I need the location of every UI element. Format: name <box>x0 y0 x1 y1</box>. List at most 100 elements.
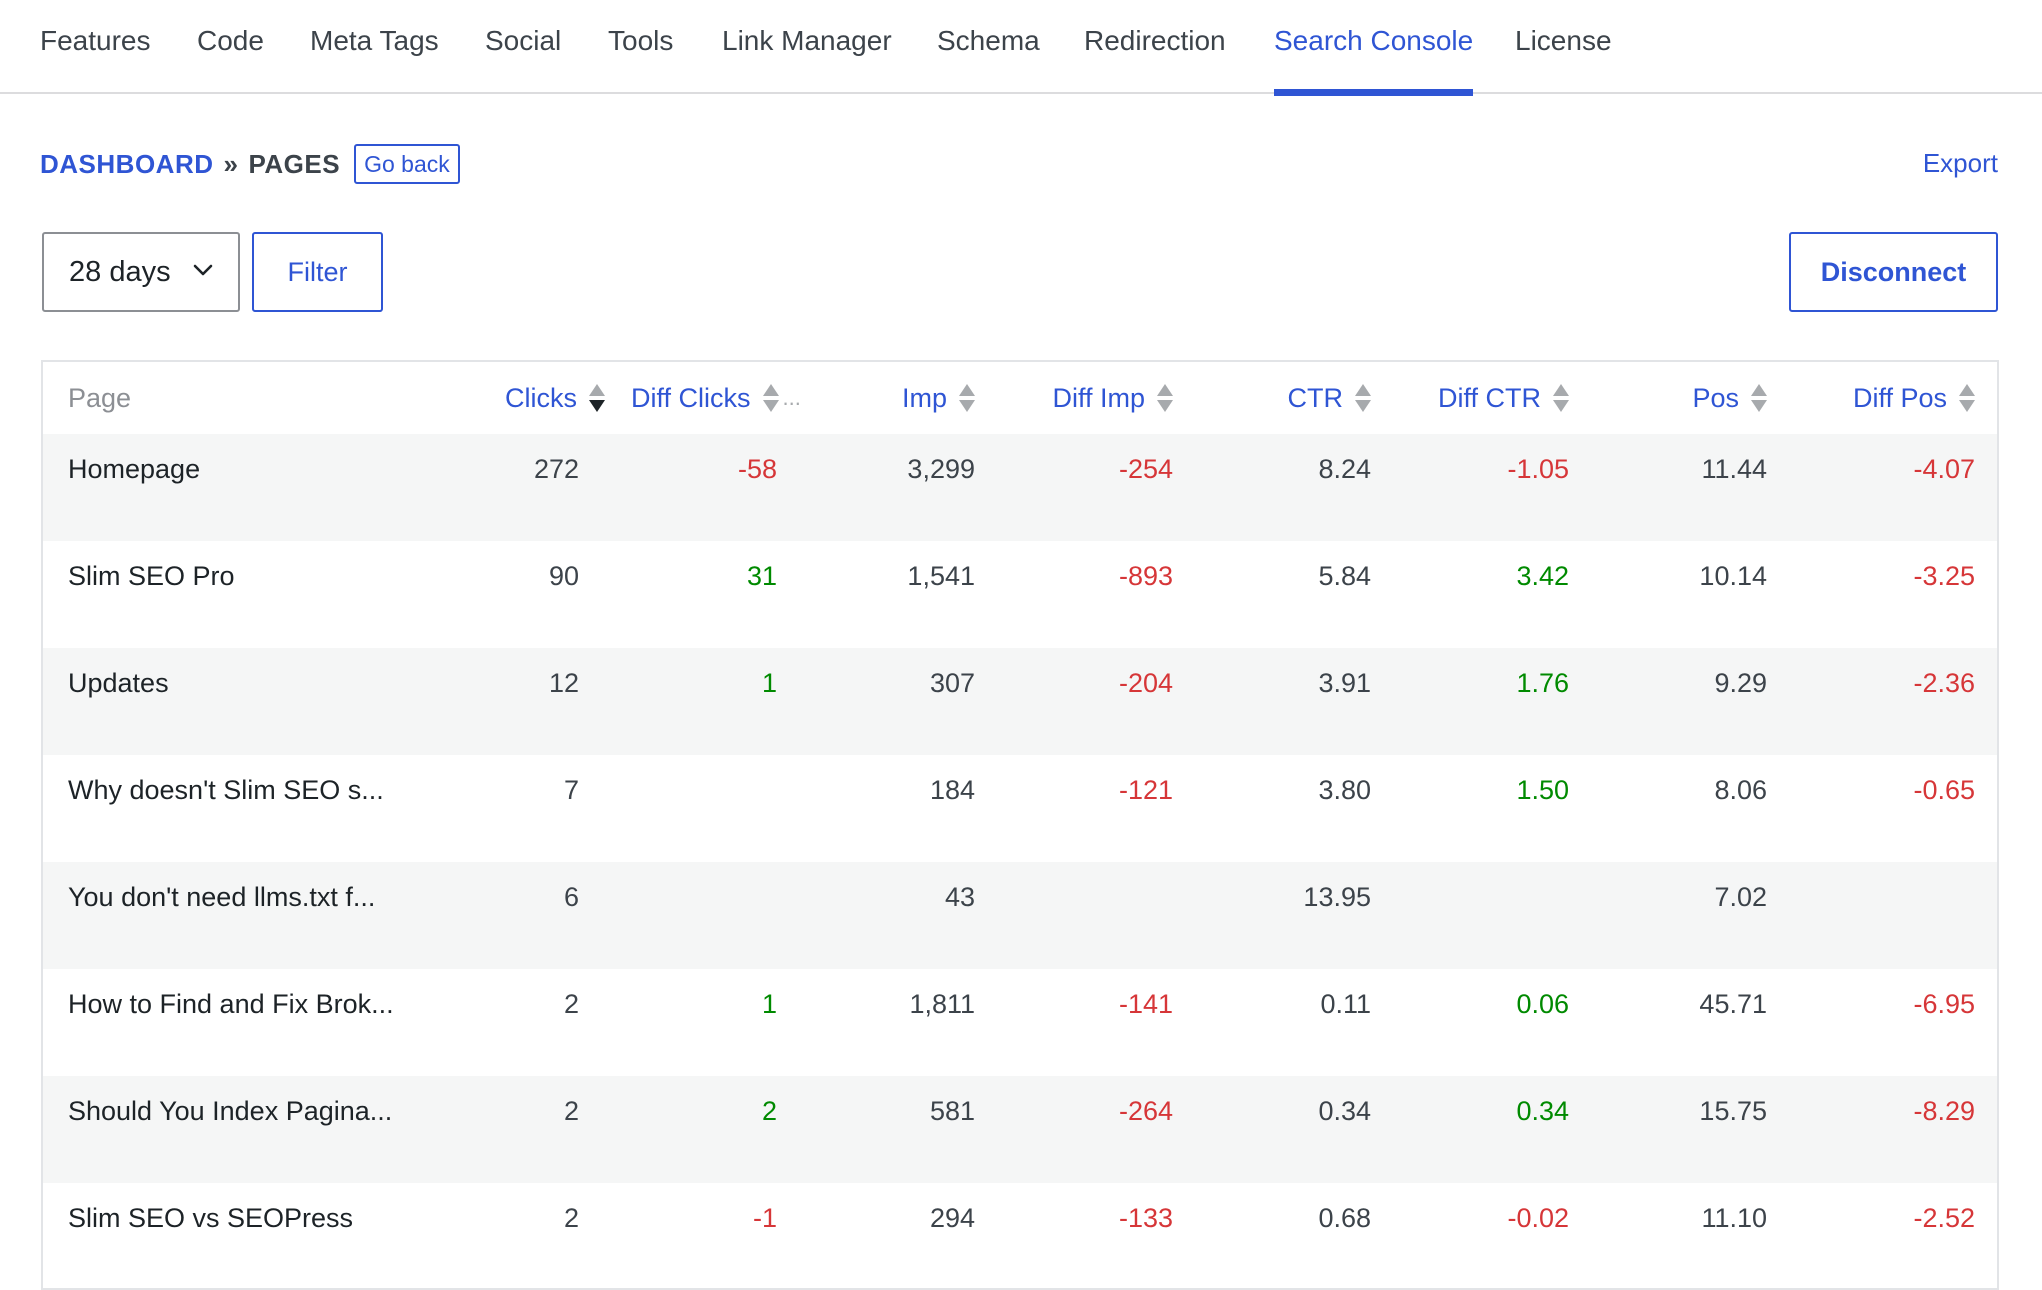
cell-ctr: 3.80 <box>1318 775 1371 805</box>
column-header-ctr[interactable]: CTR <box>1199 362 1397 434</box>
cell-diff-ctr: -0.02 <box>1507 1203 1569 1233</box>
chevron-down-icon <box>193 264 213 276</box>
cell-pos: 7.02 <box>1714 882 1767 912</box>
column-header-diff-imp-label: Diff Imp <box>1052 382 1145 413</box>
tab-meta-tags[interactable]: Meta Tags <box>310 25 439 56</box>
cell-page[interactable]: Slim SEO Pro <box>68 561 235 591</box>
cell-diff-ctr: 3.42 <box>1516 561 1569 591</box>
column-header-diff-ctr[interactable]: Diff CTR <box>1397 362 1595 434</box>
export-link[interactable]: Export <box>1922 148 1998 178</box>
cell-diff-ctr <box>1397 862 1595 969</box>
table-row: Updates 12 1 307 -204 3.91 1.76 9.29 -2.36 <box>43 648 1997 755</box>
cell-pos: 10.14 <box>1699 561 1767 591</box>
table-body: Homepage 272 -58 3,299 -254 8.24 -1.05 11.44 -4.… <box>43 434 1997 1288</box>
table-row: How to Find and Fix Brok... 2 1 1,811 -141 0.… <box>43 969 1997 1076</box>
tab-code[interactable]: Code <box>197 25 264 56</box>
column-header-imp[interactable]: Imp <box>803 362 1001 434</box>
cell-diff-imp: -893 <box>1118 561 1173 591</box>
column-header-clicks[interactable]: Clicks <box>373 362 605 434</box>
column-header-diff-imp[interactable]: Diff Imp <box>1001 362 1199 434</box>
date-range-select[interactable]: 28 days <box>42 232 240 312</box>
date-range-value: 28 days <box>69 255 171 288</box>
column-header-diff-pos[interactable]: Diff Pos <box>1793 362 1997 434</box>
cell-imp: 307 <box>929 668 975 698</box>
sort-icon <box>1355 382 1371 414</box>
table-row: Should You Index Pagina... 2 2 581 -264 0.34 0… <box>43 1076 1997 1183</box>
cell-clicks: 2 <box>563 1096 579 1126</box>
cell-diff-pos: -6.95 <box>1913 989 1975 1019</box>
cell-diff-pos: -8.29 <box>1913 1096 1975 1126</box>
cell-ctr: 0.34 <box>1318 1096 1371 1126</box>
cell-imp: 581 <box>929 1096 975 1126</box>
cell-diff-pos: -4.07 <box>1913 454 1975 484</box>
cell-imp: 184 <box>929 775 975 805</box>
cell-page[interactable]: Homepage <box>68 454 201 484</box>
sort-icon <box>589 382 605 414</box>
cell-ctr: 0.68 <box>1318 1203 1371 1233</box>
cell-clicks: 12 <box>548 668 579 698</box>
cell-diff-clicks: -58 <box>737 454 777 484</box>
tab-features[interactable]: Features <box>40 25 151 56</box>
cell-diff-clicks: 1 <box>761 989 777 1019</box>
cell-clicks: 272 <box>533 454 579 484</box>
tab-schema[interactable]: Schema <box>937 25 1040 56</box>
column-header-diff-clicks-label: Diff Clicks <box>631 382 751 413</box>
sort-icon <box>1553 382 1569 414</box>
cell-ctr: 8.24 <box>1318 454 1371 484</box>
cell-diff-imp <box>1001 862 1199 969</box>
disconnect-button[interactable]: Disconnect <box>1789 232 1998 312</box>
filter-button[interactable]: Filter <box>252 232 383 312</box>
cell-diff-ctr: 1.76 <box>1516 668 1569 698</box>
cell-diff-pos: -2.36 <box>1913 668 1975 698</box>
cell-diff-clicks: 2 <box>761 1096 777 1126</box>
tab-tools[interactable]: Tools <box>608 25 674 56</box>
cell-diff-clicks: -1 <box>752 1203 777 1233</box>
cell-pos: 45.71 <box>1699 989 1767 1019</box>
cell-page[interactable]: You don't need llms.txt f... <box>68 882 376 912</box>
table-row: Slim SEO Pro 90 31 1,541 -893 5.84 3.42 10.14 -3… <box>43 541 1997 648</box>
cell-page[interactable]: Slim SEO vs SEOPress <box>68 1203 354 1233</box>
tab-social[interactable]: Social <box>485 25 562 56</box>
column-header-imp-label: Imp <box>901 382 947 413</box>
breadcrumb-dashboard-link[interactable]: DASHBOARD <box>40 148 214 179</box>
cell-page[interactable]: How to Find and Fix Brok... <box>68 989 394 1019</box>
cell-diff-imp: -141 <box>1118 989 1173 1019</box>
tab-redirection[interactable]: Redirection <box>1084 25 1226 56</box>
tab-link-manager[interactable]: Link Manager <box>722 25 892 56</box>
column-header-truncation: ... <box>782 385 801 410</box>
column-header-diff-clicks[interactable]: Diff Clicks... <box>605 362 803 434</box>
cell-diff-pos: -2.52 <box>1913 1203 1975 1233</box>
tab-license[interactable]: License <box>1515 25 1612 56</box>
cell-pos: 9.29 <box>1714 668 1767 698</box>
table-row: Homepage 272 -58 3,299 -254 8.24 -1.05 11.44 -4.… <box>43 434 1997 541</box>
column-header-ctr-label: CTR <box>1287 382 1344 413</box>
cell-diff-pos: -3.25 <box>1913 561 1975 591</box>
cell-clicks: 6 <box>563 882 579 912</box>
breadcrumb-current-page: PAGES <box>248 148 341 179</box>
cell-clicks: 90 <box>548 561 579 591</box>
cell-ctr: 5.84 <box>1318 561 1371 591</box>
table-row: Why doesn't Slim SEO s... 7 184 -121 3.80 1.5… <box>43 755 1997 862</box>
cell-diff-clicks <box>605 755 803 862</box>
sort-icon <box>959 382 975 414</box>
cell-pos: 11.44 <box>1701 454 1767 484</box>
column-header-pos[interactable]: Pos <box>1595 362 1793 434</box>
sort-icon <box>1959 382 1975 414</box>
cell-clicks: 2 <box>563 1203 579 1233</box>
cell-diff-imp: -121 <box>1118 775 1173 805</box>
column-header-diff-pos-label: Diff Pos <box>1852 382 1947 413</box>
cell-page[interactable]: Why doesn't Slim SEO s... <box>68 775 384 805</box>
tab-search-console[interactable]: Search Console <box>1274 0 1474 96</box>
cell-diff-imp: -264 <box>1118 1096 1173 1126</box>
column-header-diff-ctr-label: Diff CTR <box>1437 382 1541 413</box>
cell-page[interactable]: Updates <box>68 668 169 698</box>
go-back-button[interactable]: Go back <box>354 144 460 184</box>
table-row: You don't need llms.txt f... 6 43 13.95 7.02 <box>43 862 1997 969</box>
table-row: Slim SEO vs SEOPress 2 -1 294 -133 0.68 -0.02 1… <box>43 1183 1997 1288</box>
pages-table: Page Clicks Diff Clicks... Imp Diff Imp … <box>41 360 1999 1290</box>
cell-ctr: 0.11 <box>1320 989 1371 1019</box>
cell-diff-imp: -204 <box>1118 668 1173 698</box>
cell-page[interactable]: Should You Index Pagina... <box>68 1096 393 1126</box>
cell-diff-imp: -133 <box>1118 1203 1173 1233</box>
cell-diff-clicks <box>605 862 803 969</box>
